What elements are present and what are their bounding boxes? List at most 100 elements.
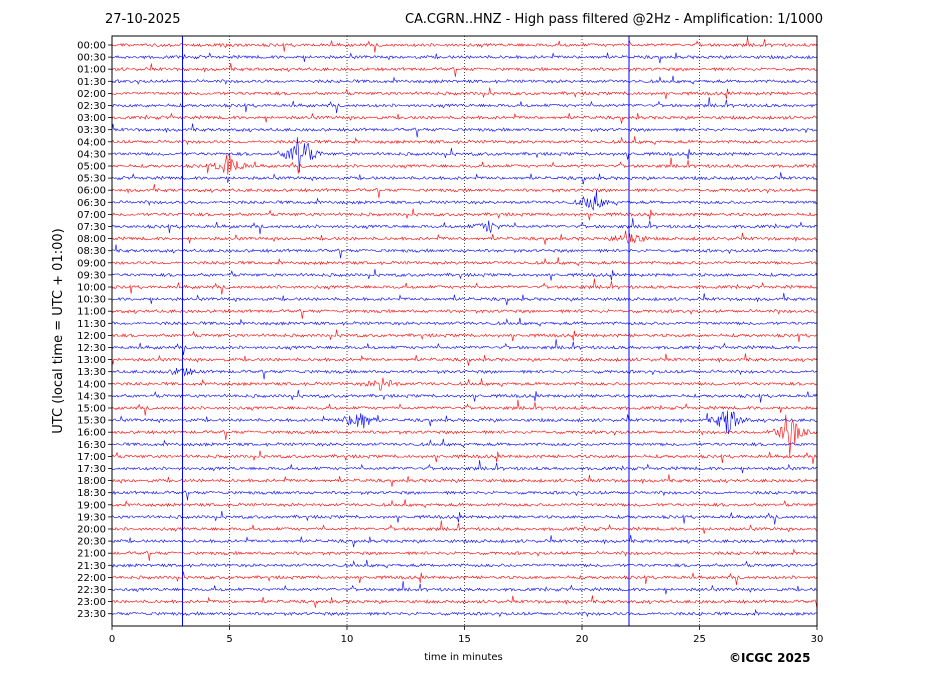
y-tick-label: 16:00: [77, 428, 106, 439]
y-tick-label: 07:30: [77, 222, 106, 233]
y-tick-label: 10:00: [77, 283, 106, 294]
trace-2200: [111, 571, 818, 586]
y-tick-label: 04:00: [77, 137, 106, 148]
y-tick-label: 23:00: [77, 597, 106, 608]
trace-1800: [111, 474, 818, 487]
y-tick-label: 02:00: [77, 89, 106, 100]
y-tick-label: 19:00: [77, 500, 106, 511]
x-tick-label: 20: [576, 634, 589, 645]
y-tick-label: 04:30: [77, 149, 106, 160]
y-tick-label: 11:00: [77, 307, 106, 318]
trace-2000: [111, 520, 818, 534]
y-tick-label: 13:00: [77, 355, 106, 366]
trace-0230: [111, 97, 818, 114]
trace-0630: [111, 190, 818, 211]
y-tick-label: 21:30: [77, 561, 106, 572]
y-tick-label: 16:30: [77, 440, 106, 451]
y-tick-label: 11:30: [77, 319, 106, 330]
y-tick-label: 05:30: [77, 174, 106, 185]
y-axis-label: UTC (local time = UTC + 01:00): [51, 228, 66, 433]
trace-0900: [111, 257, 818, 267]
y-tick-label: 01:30: [77, 77, 106, 88]
y-tick-label: 12:30: [77, 343, 106, 354]
x-tick-label: 5: [226, 634, 232, 645]
date-label: 27-10-2025: [105, 12, 181, 27]
y-tick-label: 08:00: [77, 234, 106, 245]
y-tick-label: 07:00: [77, 210, 106, 221]
trace-1200: [111, 329, 818, 343]
y-tick-label: 17:00: [77, 452, 106, 463]
y-tick-label: 20:00: [77, 525, 106, 536]
x-tick-label: 30: [811, 634, 824, 645]
trace-0930: [111, 269, 818, 281]
trace-2130: [111, 559, 818, 569]
y-tick-label: 18:30: [77, 488, 106, 499]
copyright-credit: ©ICGC 2025: [729, 651, 811, 665]
trace-0030: [111, 52, 818, 64]
y-tick-label: 10:30: [77, 295, 106, 306]
y-tick-label: 00:30: [77, 53, 106, 64]
y-tick-label: 22:00: [77, 573, 106, 584]
x-tick-label: 25: [693, 634, 706, 645]
y-tick-label: 03:00: [77, 113, 106, 124]
trace-0000: [111, 36, 818, 53]
trace-1700: [111, 450, 818, 465]
y-tick-label: 13:30: [77, 367, 106, 378]
trace-1030: [111, 292, 818, 306]
trace-2100: [112, 548, 818, 561]
x-tick-label: 0: [109, 634, 115, 645]
y-tick-label: 14:30: [77, 391, 106, 402]
trace-1000: [111, 278, 818, 295]
x-tick-label: 15: [458, 634, 471, 645]
trace-1600: [111, 414, 818, 456]
trace-2030: [111, 534, 818, 548]
trace-0400: [111, 136, 818, 146]
y-tick-label: 00:00: [77, 41, 106, 52]
y-tick-label: 05:00: [77, 162, 106, 173]
y-tick-label: 09:30: [77, 270, 106, 281]
trace-1930: [111, 511, 818, 525]
y-tick-label: 20:30: [77, 537, 106, 548]
trace-1300: [111, 353, 818, 366]
trace-1830: [111, 490, 818, 501]
trace-1500: [111, 399, 818, 416]
y-tick-label: 15:00: [77, 404, 106, 415]
trace-1530: [111, 410, 818, 435]
y-tick-label: 01:00: [77, 65, 106, 76]
y-tick-label: 23:30: [77, 609, 106, 620]
trace-0830: [111, 244, 818, 259]
trace-1100: [111, 308, 818, 319]
trace-2300: [111, 595, 818, 610]
x-axis-label: time in minutes: [424, 652, 503, 663]
trace-0200: [111, 87, 818, 100]
y-tick-label: 22:30: [77, 585, 106, 596]
y-tick-label: 12:00: [77, 331, 106, 342]
y-tick-label: 18:00: [77, 476, 106, 487]
y-tick-label: 02:30: [77, 101, 106, 112]
x-tick-label: 10: [341, 634, 354, 645]
trace-1330: [111, 368, 818, 380]
trace-2230: [111, 581, 818, 595]
trace-2330: [111, 608, 818, 618]
trace-0300: [111, 112, 818, 124]
trace-0700: [111, 208, 818, 221]
trace-1630: [111, 438, 817, 448]
y-tick-label: 06:00: [77, 186, 106, 197]
y-tick-label: 21:00: [77, 549, 106, 560]
trace-0500: [111, 153, 818, 175]
trace-1130: [111, 317, 818, 327]
trace-1230: [111, 339, 818, 356]
y-tick-label: 15:30: [77, 416, 106, 427]
y-tick-label: 19:30: [77, 512, 106, 523]
trace-0100: [111, 62, 818, 77]
y-tick-label: 09:00: [77, 258, 106, 269]
y-tick-label: 03:30: [77, 125, 106, 136]
trace-1900: [111, 499, 818, 509]
trace-1430: [111, 390, 818, 403]
trace-0530: [111, 172, 818, 185]
trace-0600: [111, 183, 818, 198]
y-tick-label: 14:00: [77, 379, 106, 390]
y-tick-label: 08:30: [77, 246, 106, 257]
chart-title: CA.CGRN..HNZ - High pass filtered @2Hz -…: [405, 12, 823, 27]
